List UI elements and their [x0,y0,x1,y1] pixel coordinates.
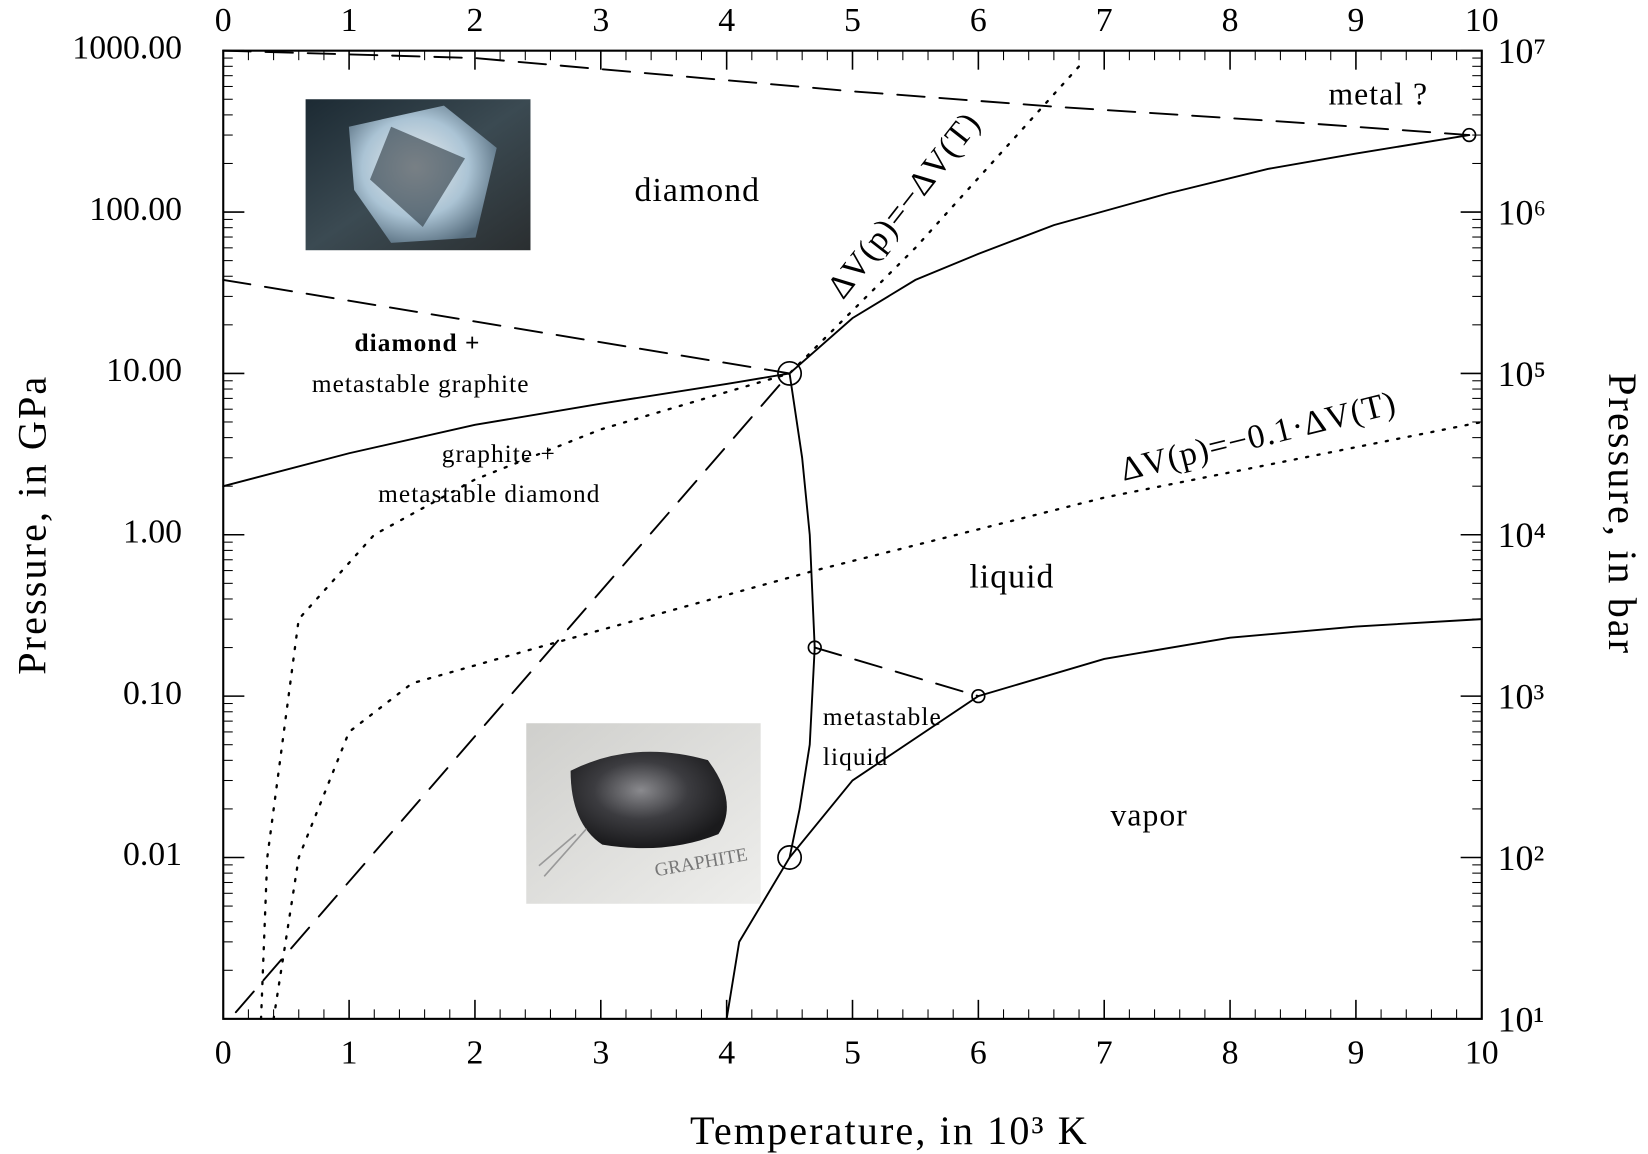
y2-tick-label: 10² [1498,838,1545,878]
x-top-tick-label: 0 [215,2,232,39]
phase-point [777,360,803,386]
region-label: ΔV(p)=−0.1·ΔV(T) [1116,384,1400,488]
x-tick-label: 10 [1465,1035,1499,1072]
x-top-tick-label: 9 [1347,2,1364,39]
phase-boundary [272,420,1483,1021]
region-label: liquid [823,743,888,771]
y-tick-label: 100.00 [89,191,182,228]
region-label: metastable graphite [312,370,530,398]
phase-point [1462,127,1477,143]
phase-boundary [259,65,1081,1021]
x-tick-label: 3 [592,1035,609,1072]
y2-tick-label: 10⁵ [1498,354,1546,394]
x-top-tick-label: 3 [592,2,609,39]
y-tick-label: 0.01 [123,836,182,873]
x-tick-label: 8 [1222,1035,1239,1072]
region-label: vapor [1111,798,1188,833]
region-label: diamond + [355,329,481,357]
x-tick-label: 1 [341,1035,358,1072]
diamond-photo [305,99,531,251]
y-tick-label: 10.00 [106,352,182,389]
x-top-tick-label: 5 [844,2,861,39]
x-top-tick-label: 8 [1222,2,1239,39]
x-top-tick-label: 4 [718,2,735,39]
x-top-tick-label: 7 [1096,2,1113,39]
phase-boundary [234,372,791,1014]
phase-point [971,688,986,704]
region-label: metastable diamond [378,480,600,508]
phase-point [807,640,822,655]
y2-tick-label: 10⁴ [1498,515,1546,555]
region-label: graphite + [442,440,556,468]
x-tick-label: 4 [718,1035,735,1072]
y2-tick-label: 10³ [1498,677,1545,717]
phase-boundary [813,646,980,698]
region-label: diamond [635,172,761,209]
region-label: ΔV(p)=−ΔV(T) [820,105,988,305]
phase-boundary [222,278,791,375]
phase-boundary [788,134,1471,375]
x-top-tick-label: 6 [970,2,987,39]
y-tick-label: 1000.00 [72,29,182,66]
x-top-tick-label: 2 [467,2,484,39]
x-tick-label: 5 [844,1035,861,1072]
y-axis-title: Pressure, in GPa [10,375,55,675]
y2-tick-label: 10⁶ [1498,192,1546,232]
y-tick-label: 1.00 [123,514,182,551]
x-top-tick-label: 1 [341,2,358,39]
x-tick-label: 0 [215,1035,232,1072]
region-label: metastable [823,703,942,731]
phase-boundary [222,372,791,488]
x-top-tick-label: 10 [1465,2,1499,39]
phase-boundary [222,49,1471,136]
y2-tick-label: 10⁷ [1498,31,1546,71]
region-label: metal ? [1328,76,1428,111]
y-tick-label: 0.10 [123,675,182,712]
x-tick-label: 9 [1347,1035,1364,1072]
region-label: liquid [969,558,1054,595]
phase-point [777,845,803,870]
x-axis-title: Temperature, in 10³ K [690,1108,1089,1153]
y2-axis-title: Pressure, in bar [1600,373,1645,655]
graphite-photo: GRAPHITE [526,723,761,904]
x-tick-label: 2 [467,1035,484,1072]
x-tick-label: 6 [970,1035,987,1072]
phase-boundary [725,618,1483,1020]
y2-tick-label: 10¹ [1498,999,1545,1039]
phase-boundary [788,372,816,859]
x-tick-label: 7 [1096,1035,1113,1072]
